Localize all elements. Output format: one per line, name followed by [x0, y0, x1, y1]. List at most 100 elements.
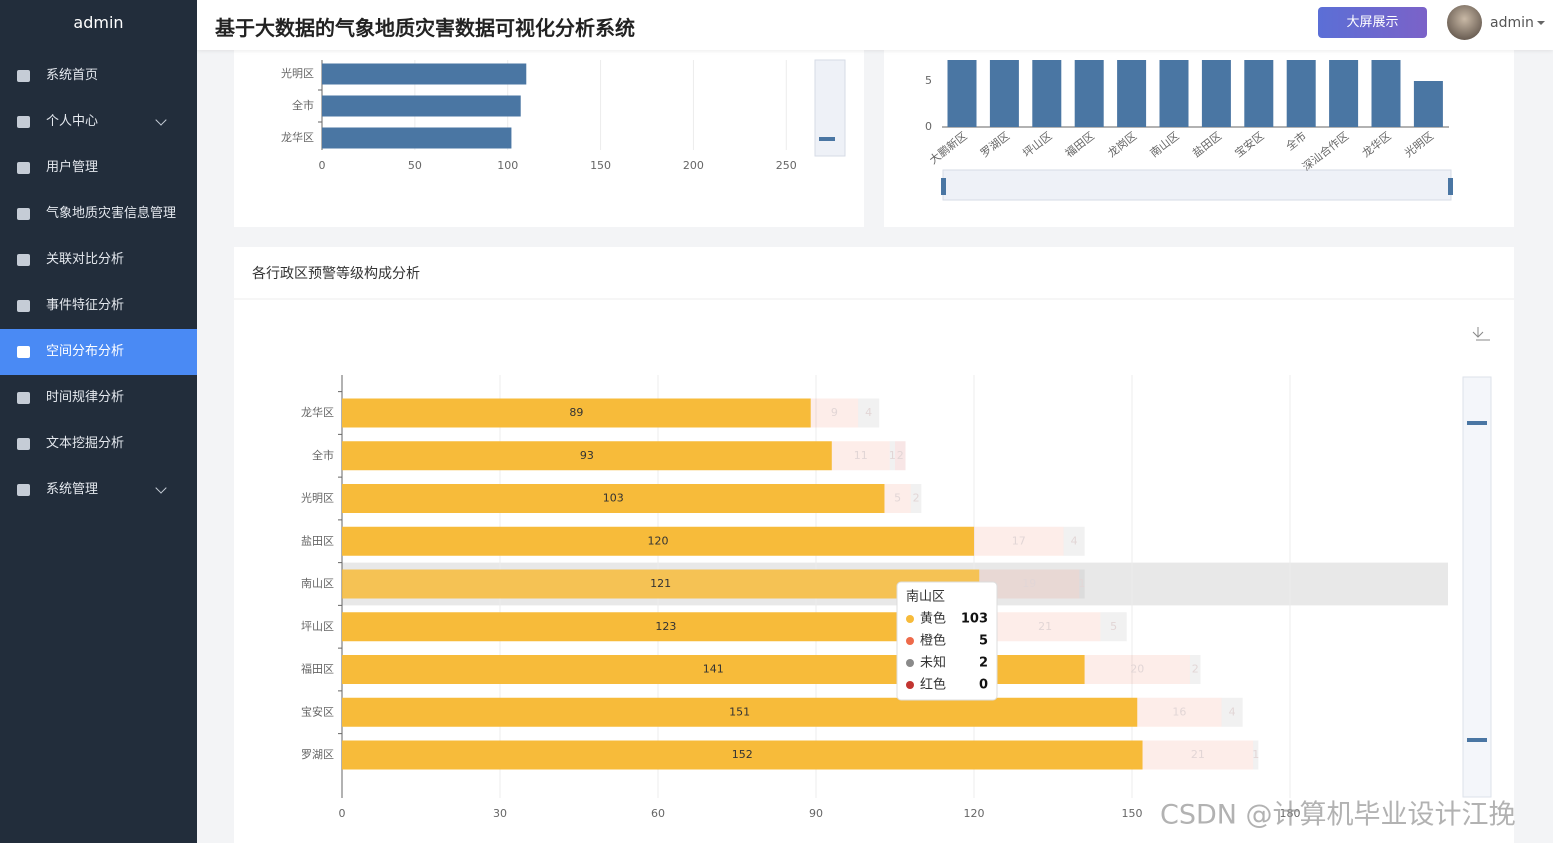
menu-item[interactable]: 关联对比分析: [0, 237, 197, 283]
y-tick-label: 全市: [292, 98, 314, 112]
y-tick-label: 龙华区: [301, 405, 334, 419]
menu-label[interactable]: 用户管理: [46, 160, 99, 175]
bar-segment: [1221, 697, 1243, 727]
avatar[interactable]: [1447, 5, 1482, 40]
zoom-handle[interactable]: [1448, 178, 1453, 195]
y-tick-label: 坪山区: [301, 620, 334, 633]
x-tick-label: 120: [964, 807, 985, 820]
menu-label[interactable]: 文本挖掘分析: [46, 436, 125, 451]
bar-segment: [989, 612, 1101, 642]
bar: [1329, 60, 1359, 127]
menu-label[interactable]: 气象地质灾害信息管理: [46, 206, 177, 221]
menu-label[interactable]: 事件特征分析: [46, 298, 125, 313]
zoom-slider[interactable]: [1462, 376, 1492, 798]
download-icon[interactable]: [1472, 327, 1490, 341]
data-label: 1: [1078, 577, 1085, 590]
x-tick-label: 0: [339, 807, 346, 820]
bar-segment: [1253, 740, 1259, 770]
x-tick-label: 180: [1280, 807, 1301, 820]
chart-title: 各行政区预警等级构成分析: [252, 265, 420, 282]
y-tick-label: 5: [925, 74, 932, 87]
data-label: 93: [580, 449, 594, 462]
bar-segment: [342, 612, 990, 642]
brand: admin: [73, 13, 124, 32]
bar: [1201, 60, 1231, 127]
user-caret[interactable]: [1537, 21, 1545, 29]
data-label: 19: [1022, 577, 1036, 590]
zoom-handle[interactable]: [1467, 421, 1487, 425]
menu-item[interactable]: 系统管理: [0, 467, 197, 513]
data-label: 20: [1130, 663, 1144, 676]
data-label: 2: [1192, 663, 1199, 676]
menu-item[interactable]: 用户管理: [0, 145, 197, 191]
bar-segment: [831, 441, 890, 471]
bar: [1286, 60, 1316, 127]
tooltip-value: 103: [961, 612, 988, 627]
data-label: 152: [732, 748, 753, 761]
data-label: 120: [648, 534, 669, 547]
zoom-slider[interactable]: [814, 59, 846, 157]
bar: [947, 60, 977, 127]
x-tick-label: 0: [319, 159, 326, 172]
y-tick-label: 全市: [312, 448, 334, 462]
tooltip-value: 5: [979, 634, 988, 649]
menu-item[interactable]: 时间规律分析: [0, 375, 197, 421]
bar: [1032, 60, 1062, 127]
menu-item[interactable]: 个人中心: [0, 99, 197, 145]
bar-segment: [1079, 569, 1085, 599]
bar-segment: [810, 398, 859, 428]
data-label: 2: [897, 449, 904, 462]
bar: [1117, 60, 1147, 127]
menu-label[interactable]: 个人中心: [46, 114, 99, 129]
bar-segment: [342, 697, 1138, 727]
bar-segment: [1084, 655, 1190, 684]
tooltip-dot: [906, 637, 914, 645]
zoom-handle[interactable]: [819, 137, 835, 141]
tooltip-name: 未知: [920, 655, 946, 671]
y-tick-label: 龙华区: [281, 130, 314, 144]
x-tick-label: 100: [497, 159, 518, 172]
menu-item[interactable]: 空间分布分析: [0, 329, 197, 375]
watermark: CSDN @计算机毕业设计江挽: [1160, 800, 1516, 831]
menu-label[interactable]: 关联对比分析: [46, 252, 125, 267]
menu-item[interactable]: 系统首页: [0, 53, 197, 99]
x-tick-label: 60: [651, 807, 665, 820]
bar-segment: [858, 398, 880, 428]
bar-segment: [889, 441, 895, 471]
tooltip-name: 黄色: [920, 611, 946, 627]
bar: [322, 95, 521, 117]
menu-label[interactable]: 时间规律分析: [46, 390, 125, 405]
x-tick-label: 90: [809, 807, 823, 820]
menu-item[interactable]: 气象地质灾害信息管理: [0, 191, 197, 237]
menu-label[interactable]: 空间分布分析: [46, 344, 125, 359]
user-name[interactable]: admin: [1490, 15, 1534, 31]
tooltip-value: 2: [979, 656, 988, 671]
tooltip-name: 红色: [920, 677, 946, 693]
x-tick-label: 30: [493, 807, 507, 820]
bar: [1074, 60, 1104, 127]
data-label: 103: [603, 492, 624, 505]
y-tick-label: 盐田区: [301, 534, 334, 547]
zoom-handle[interactable]: [941, 178, 946, 195]
zoom-handle[interactable]: [1467, 738, 1487, 742]
data-label: 151: [729, 705, 750, 718]
bar-segment: [342, 526, 974, 556]
menu-label[interactable]: 系统管理: [46, 482, 99, 497]
zoom-slider[interactable]: [942, 169, 1452, 201]
y-tick-label: 光明区: [301, 491, 334, 505]
bar-segment: [895, 441, 906, 471]
bar-segment: [342, 484, 885, 513]
menu-label[interactable]: 系统首页: [46, 68, 99, 83]
data-label: 16: [1172, 705, 1186, 718]
menu-item[interactable]: 文本挖掘分析: [0, 421, 197, 467]
fullscreen-button[interactable]: 大屏展示: [1318, 7, 1427, 38]
menu-item[interactable]: 事件特征分析: [0, 283, 197, 329]
bar: [1413, 81, 1443, 127]
bar: [1244, 60, 1274, 127]
tooltip-dot: [906, 615, 914, 623]
data-label: 123: [655, 620, 676, 633]
